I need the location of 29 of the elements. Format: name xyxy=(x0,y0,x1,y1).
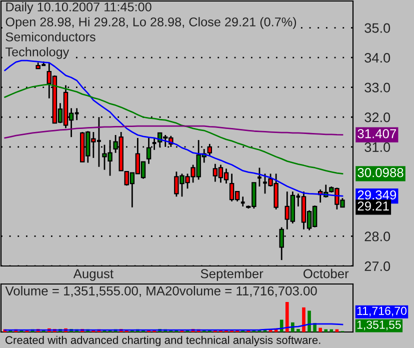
data-label: 30.0988 xyxy=(358,168,404,178)
y-tick-label: 27.0 xyxy=(364,261,390,272)
text: 1,351,55 xyxy=(357,320,401,330)
x-tick-label: August xyxy=(73,269,114,281)
y-tick-label: 34.0 xyxy=(364,53,390,63)
y-tick-label: 28.0 xyxy=(364,232,390,242)
bar xyxy=(324,329,328,332)
y-tick-label: 31.0 xyxy=(364,142,390,152)
x-tick-label: September xyxy=(200,268,264,281)
text: Open 28.98, Hi 29.28, Lo 28.98, Close 29.21 (0.7%) xyxy=(6,17,296,29)
data-label: 29.349 xyxy=(358,190,396,200)
chart-title: Volume = 1,351,555.00, MA20volume = 11,716,703.00 xyxy=(5,286,317,297)
text: 11,716,70 xyxy=(357,306,407,316)
y-tick-label: 33.0 xyxy=(364,82,390,92)
line-series xyxy=(4,125,344,139)
bar xyxy=(318,328,322,332)
bar xyxy=(302,307,306,332)
y-tick-label: 32.0 xyxy=(364,112,390,122)
annotation: Semiconductors xyxy=(6,32,96,42)
x-tick-label: October xyxy=(304,268,349,278)
bar xyxy=(308,310,311,332)
text: Created with advanced charting and technical analysis software. xyxy=(6,336,320,346)
data-label: 31.407 xyxy=(358,129,396,138)
bar xyxy=(296,329,300,332)
y-tick-label: 35.0 xyxy=(364,23,390,33)
chart-title: Daily 10.10.2007 11:45:00 xyxy=(6,2,152,14)
bar xyxy=(285,302,289,332)
text: 29.21 xyxy=(358,201,389,211)
annotation: Technology xyxy=(6,47,70,59)
